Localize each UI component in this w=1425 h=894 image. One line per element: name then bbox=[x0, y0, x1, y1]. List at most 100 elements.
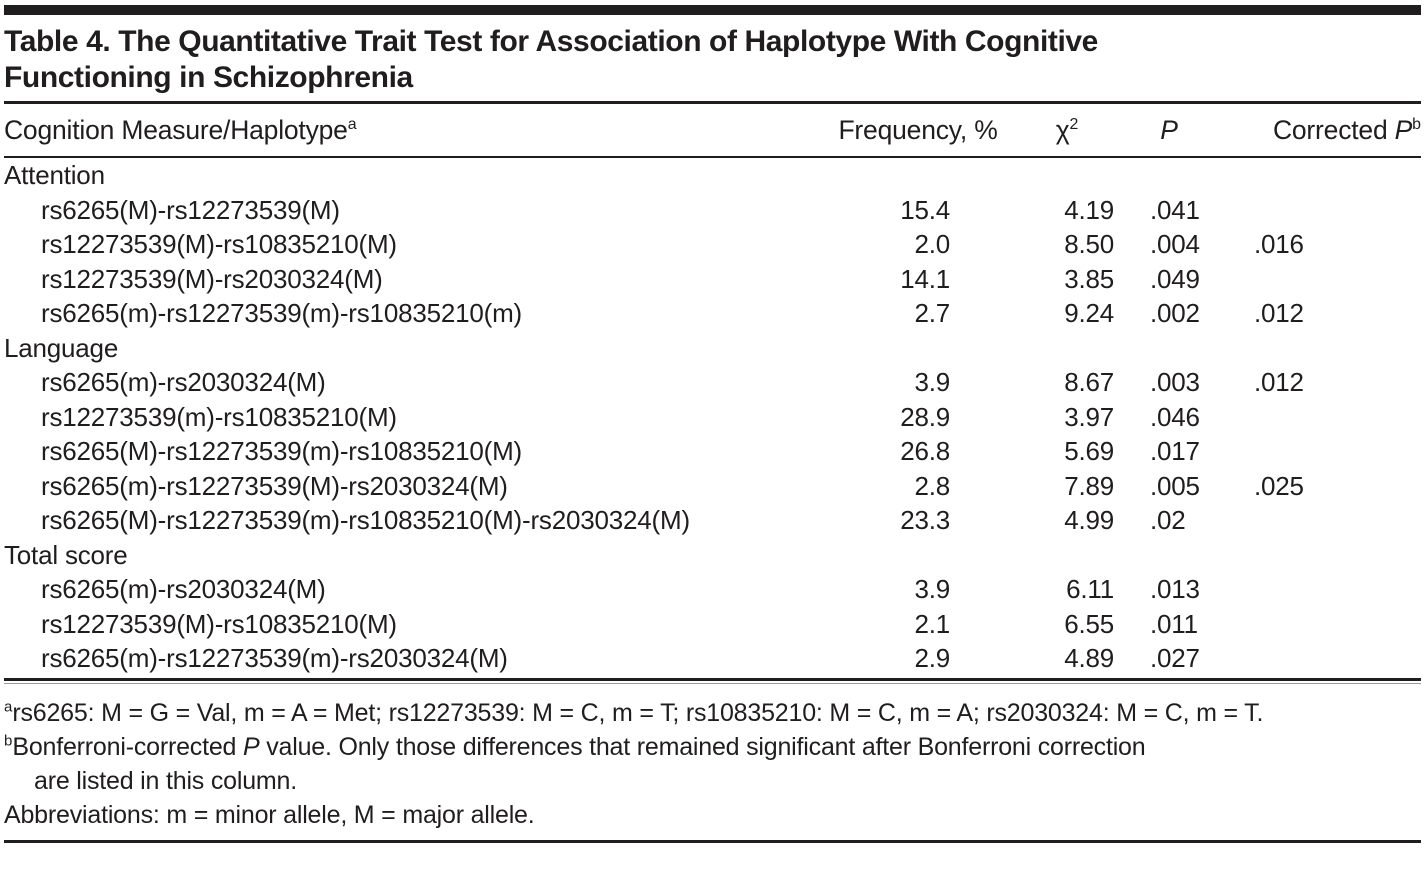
corrected-p-cell: .025 bbox=[1254, 470, 1304, 501]
haplotype-cell: rs6265(m)-rs2030324(M) bbox=[41, 574, 326, 604]
col-header-chi-square: χ2 bbox=[1012, 101, 1122, 158]
p-value-cell: .017 bbox=[1150, 436, 1200, 466]
haplotype-cell: rs6265(M)-rs12273539(m)-rs10835210(M)-rs… bbox=[41, 505, 690, 535]
corrected-p-cell bbox=[1216, 193, 1421, 228]
footnote-b-continuation: are listed in this column. bbox=[34, 766, 297, 795]
haplotype-cell: rs6265(M)-rs12273539(m)-rs10835210(M) bbox=[41, 436, 523, 466]
footnote-marker-a: a bbox=[347, 115, 357, 133]
corrected-p-cell: .016 bbox=[1254, 229, 1304, 259]
haplotype-cell: rs6265(m)-rs12273539(M)-rs2030324(M) bbox=[41, 470, 508, 501]
p-value-cell: .02 bbox=[1150, 505, 1186, 535]
col-header-haplotype: Cognition Measure/Haplotypea bbox=[4, 101, 824, 158]
chi-square-cell: 3.85 bbox=[1064, 263, 1114, 294]
p-value-cell: .027 bbox=[1150, 643, 1200, 673]
table-row: rs6265(m)-rs2030324(M) 3.9 6.11 .013 bbox=[4, 572, 1421, 607]
table-row: rs12273539(M)-rs2030324(M) 14.1 3.85 .049 bbox=[4, 262, 1421, 297]
p-value-cell: .002 bbox=[1150, 298, 1200, 328]
footnote-a-marker: a bbox=[4, 698, 13, 716]
p-value-cell: .005 bbox=[1150, 470, 1200, 501]
table-row: rs12273539(M)-rs10835210(M) 2.1 6.55 .011 bbox=[4, 607, 1421, 642]
footnote-b-text: Bonferroni-corrected bbox=[12, 732, 243, 761]
frequency-cell: 15.4 bbox=[900, 194, 950, 225]
table-row: rs6265(M)-rs12273539(m)-rs10835210(M) 26.… bbox=[4, 434, 1421, 469]
top-rule bbox=[4, 5, 1421, 15]
col-header-corrected-p: Corrected Pb bbox=[1216, 101, 1421, 158]
frequency-cell: 14.1 bbox=[900, 263, 950, 294]
footnote-b-marker: b bbox=[4, 732, 13, 750]
p-value-cell: .049 bbox=[1150, 263, 1200, 294]
table-row: rs6265(M)-rs12273539(m)-rs10835210(M)-rs… bbox=[4, 503, 1421, 538]
frequency-cell: 2.9 bbox=[914, 643, 950, 673]
table-row: rs12273539(M)-rs10835210(M) 2.0 8.50 .004 .0… bbox=[4, 227, 1421, 262]
chi-square-cell: 4.19 bbox=[1064, 194, 1114, 225]
p-value-cell: .003 bbox=[1150, 367, 1200, 397]
haplotype-cell: rs6265(M)-rs12273539(M) bbox=[41, 194, 340, 225]
footnote-b-italic-p: P bbox=[242, 732, 260, 761]
chi-square-cell: 8.67 bbox=[1064, 367, 1114, 397]
chi-square-cell: 9.24 bbox=[1064, 298, 1114, 328]
corrected-p-cell bbox=[1216, 572, 1421, 607]
footnote-b-text-after: value. Only those differences that remai… bbox=[259, 732, 1146, 761]
chi-square-cell: 6.55 bbox=[1064, 608, 1114, 639]
section-row: Attention bbox=[4, 157, 1421, 193]
chi-square-cell: 4.89 bbox=[1064, 643, 1114, 673]
section-row: Language bbox=[4, 331, 1421, 366]
section-row: Total score bbox=[4, 538, 1421, 573]
haplotype-cell: rs12273539(M)-rs10835210(M) bbox=[41, 229, 397, 259]
table-title-line2: Functioning in Schizophrenia bbox=[4, 61, 413, 94]
table-title-line1: Table 4. The Quantitative Trait Test for… bbox=[4, 25, 1098, 58]
corrected-p-cell bbox=[1216, 434, 1421, 469]
frequency-cell: 28.9 bbox=[900, 401, 950, 432]
haplotype-cell: rs6265(m)-rs2030324(M) bbox=[41, 367, 326, 397]
corrected-p-cell bbox=[1216, 641, 1421, 676]
chi-square-cell: 6.11 bbox=[1066, 574, 1114, 604]
table-row: rs6265(m)-rs2030324(M) 3.9 8.67 .003 .012 bbox=[4, 365, 1421, 400]
p-value-cell: .041 bbox=[1150, 194, 1200, 225]
p-value-cell: .004 bbox=[1150, 229, 1200, 259]
corrected-p-cell bbox=[1216, 503, 1421, 538]
table-row: rs6265(m)-rs12273539(m)-rs10835210(m) 2.7… bbox=[4, 296, 1421, 331]
table-row: rs12273539(m)-rs10835210(M) 28.9 3.97 .046 bbox=[4, 400, 1421, 435]
p-value-cell: .046 bbox=[1150, 401, 1200, 432]
corrected-p-cell bbox=[1216, 400, 1421, 435]
abbreviations-note: Abbreviations: m = minor allele, M = maj… bbox=[4, 800, 535, 829]
frequency-cell: 26.8 bbox=[900, 436, 950, 466]
quantitative-trait-table: Cognition Measure/Haplotypea Frequency, … bbox=[4, 101, 1421, 676]
footnotes: ars6265: M = G = Val, m = A = Met; rs122… bbox=[4, 696, 1421, 832]
section-label: Attention bbox=[4, 160, 105, 190]
p-value-cell: .013 bbox=[1150, 574, 1200, 604]
section-label: Total score bbox=[4, 539, 128, 570]
chi-square-cell: 5.69 bbox=[1064, 436, 1114, 466]
haplotype-cell: rs12273539(m)-rs10835210(M) bbox=[41, 401, 397, 432]
corrected-p-cell: .012 bbox=[1254, 298, 1304, 328]
table-figure: Table 4. The Quantitative Trait Test for… bbox=[0, 5, 1425, 843]
table-row: rs6265(m)-rs12273539(M)-rs2030324(M) 2.8 7… bbox=[4, 469, 1421, 504]
haplotype-cell: rs12273539(M)-rs2030324(M) bbox=[41, 263, 383, 294]
frequency-cell: 2.8 bbox=[914, 470, 950, 501]
corrected-p-cell: .012 bbox=[1254, 367, 1304, 397]
footnote-a: ars6265: M = G = Val, m = A = Met; rs122… bbox=[4, 696, 1421, 730]
footnote-b: bBonferroni-corrected P value. Only thos… bbox=[4, 730, 1421, 764]
corrected-p-cell bbox=[1216, 262, 1421, 297]
chi-square-exponent: 2 bbox=[1069, 115, 1079, 133]
frequency-cell: 2.0 bbox=[914, 229, 950, 259]
haplotype-cell: rs6265(m)-rs12273539(m)-rs10835210(m) bbox=[41, 298, 523, 328]
section-label: Language bbox=[4, 332, 119, 363]
chi-square-cell: 3.97 bbox=[1064, 401, 1114, 432]
chi-glyph: χ bbox=[1055, 114, 1070, 145]
frequency-cell: 3.9 bbox=[914, 574, 950, 604]
chi-square-cell: 8.50 bbox=[1064, 229, 1114, 259]
table-bottom-rule bbox=[4, 677, 1421, 684]
frequency-cell: 2.1 bbox=[914, 608, 950, 639]
col-header-frequency: Frequency, % bbox=[824, 101, 1012, 158]
table-title: Table 4. The Quantitative Trait Test for… bbox=[4, 24, 1421, 96]
col-header-corrected-p-italic: P bbox=[1394, 114, 1413, 145]
col-header-p-value: P bbox=[1122, 101, 1216, 158]
table-row: rs6265(M)-rs12273539(M) 15.4 4.19 .041 bbox=[4, 193, 1421, 228]
figure-bottom-rule bbox=[4, 839, 1421, 843]
header-row: Cognition Measure/Haplotypea Frequency, … bbox=[4, 101, 1421, 158]
frequency-cell: 2.7 bbox=[914, 298, 950, 328]
chi-square-cell: 4.99 bbox=[1064, 505, 1114, 535]
frequency-cell: 3.9 bbox=[914, 367, 950, 397]
footnote-marker-b: b bbox=[1412, 115, 1421, 133]
